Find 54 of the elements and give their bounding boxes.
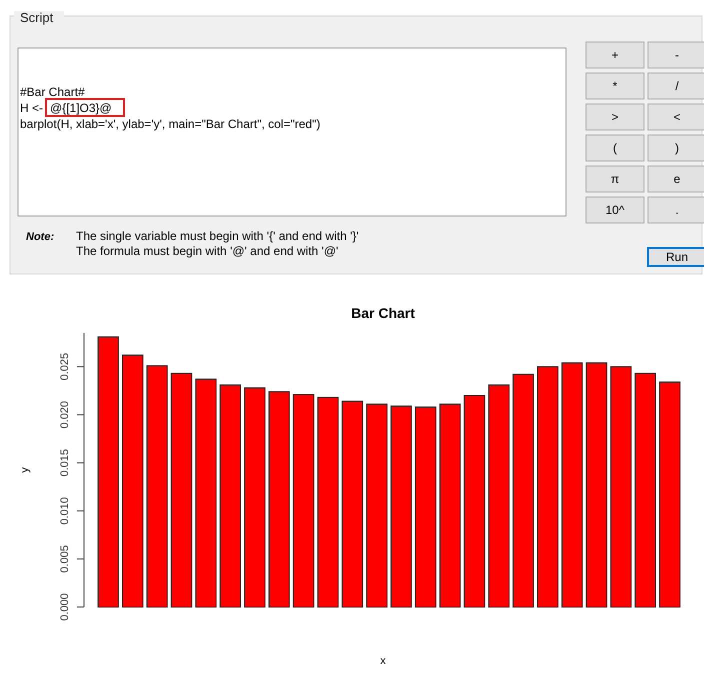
y-tick-label: 0.000 — [59, 593, 71, 621]
bar — [268, 391, 290, 608]
calculator-button: π — [586, 166, 644, 192]
bar — [464, 394, 486, 608]
text: The formula must begin with '@' and end with '@' — [76, 244, 338, 258]
y-tick-label: 0.005 — [59, 545, 71, 573]
text: #Bar Chart# — [20, 85, 86, 99]
y-axis-title: y — [19, 466, 31, 473]
bar — [512, 374, 534, 608]
bar — [561, 362, 583, 608]
bar — [195, 378, 217, 608]
calculator-button: 10^ — [586, 196, 644, 224]
text: @{[1]O3}@ — [50, 101, 112, 115]
calculator-button: . — [648, 196, 704, 224]
calculator-button: e — [648, 166, 704, 192]
bar — [610, 366, 632, 608]
bar — [390, 406, 412, 608]
y-tick-label: 0.010 — [59, 497, 71, 525]
text: Note: — [26, 231, 54, 243]
bar — [317, 396, 339, 608]
run-button: Run — [647, 247, 704, 267]
bar — [439, 404, 461, 608]
calculator-button: > — [586, 104, 644, 130]
bar — [488, 384, 510, 608]
y-tick-label: 0.015 — [59, 449, 71, 477]
y-tick-label: 0.025 — [59, 352, 71, 380]
bar — [537, 366, 558, 608]
bar — [220, 384, 241, 608]
calculator-button: + — [586, 42, 644, 68]
bar — [366, 404, 388, 608]
bar — [659, 382, 680, 608]
bar — [292, 394, 314, 608]
calculator-button: - — [648, 42, 704, 68]
bar — [122, 354, 144, 608]
text: Script — [20, 10, 54, 25]
bar — [586, 362, 608, 608]
calculator-button: ( — [586, 134, 644, 162]
x-axis-title: x — [380, 655, 386, 667]
text: H <- — [20, 101, 44, 115]
text: The single variable must begin with '{' and end with '}' — [76, 229, 359, 243]
calculator-button: < — [648, 104, 704, 130]
calculator-button: * — [586, 72, 644, 100]
bar — [342, 400, 364, 608]
calculator-button: / — [648, 72, 704, 100]
bar — [146, 365, 168, 608]
bar — [244, 387, 266, 608]
bar — [634, 372, 656, 608]
bar — [170, 372, 192, 608]
chart-title: Bar Chart — [351, 305, 416, 321]
y-tick-label: 0.020 — [59, 400, 71, 428]
calculator-button: ) — [648, 134, 704, 162]
bar — [98, 336, 119, 608]
text: barplot(H, xlab='x', ylab='y', main="Bar Chart", col="red") — [20, 117, 320, 131]
bar — [414, 406, 436, 608]
